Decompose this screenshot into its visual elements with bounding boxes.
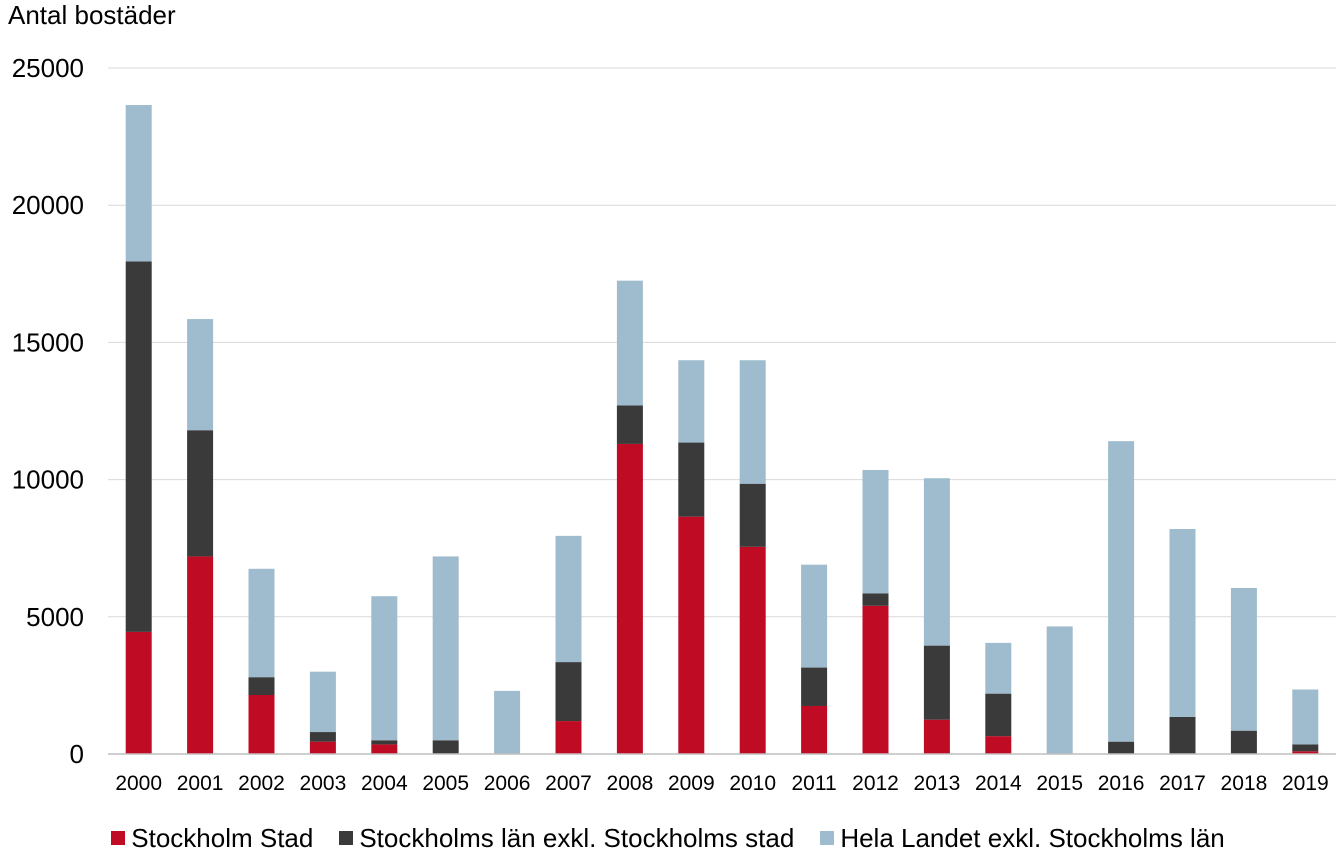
x-tick-label-2003: 2003 — [300, 772, 347, 795]
bar-2016-series-2 — [1108, 441, 1135, 742]
bar-2007-series-1 — [555, 662, 582, 722]
bar-2005-series-1 — [432, 740, 459, 754]
bar-2013-series-1 — [923, 645, 950, 720]
bar-2012-series-2 — [862, 469, 889, 594]
bar-2004-series-1 — [371, 740, 398, 745]
bar-2015-series-2 — [1046, 626, 1073, 754]
x-tick-label-2012: 2012 — [852, 772, 899, 795]
bar-2019-series-1 — [1292, 744, 1319, 752]
legend-item-hela-landet: Hela Landet exkl. Stockholms län — [820, 822, 1225, 854]
x-tick-label-2002: 2002 — [238, 772, 285, 795]
y-tick-label-20000: 20000 — [12, 190, 84, 220]
x-tick-label-2016: 2016 — [1098, 772, 1145, 795]
bar-2001-series-1 — [187, 430, 214, 557]
y-tick-label-5000: 5000 — [26, 602, 84, 632]
x-tick-label-2009: 2009 — [668, 772, 715, 795]
bar-2010-series-0 — [739, 546, 766, 754]
bar-2003-series-2 — [309, 671, 336, 733]
bar-2018-series-1 — [1230, 730, 1257, 754]
legend-label-stockholm-stad: Stockholm Stad — [131, 822, 314, 853]
bar-2009-series-2 — [678, 360, 705, 443]
x-tick-label-2011: 2011 — [792, 772, 837, 795]
legend-swatch-stockholm-stad — [111, 831, 126, 845]
bar-2009-series-1 — [678, 442, 705, 517]
bar-2008-series-0 — [616, 443, 643, 754]
bar-2019-series-0 — [1292, 751, 1319, 754]
bar-2007-series-2 — [555, 535, 582, 663]
bar-2002-series-1 — [248, 677, 275, 696]
bar-2017-series-1 — [1169, 716, 1196, 754]
x-tick-label-2004: 2004 — [361, 772, 408, 795]
x-tick-label-2008: 2008 — [607, 772, 654, 795]
bar-2001-series-2 — [187, 319, 214, 431]
bar-2011-series-1 — [801, 667, 828, 706]
bar-2000-series-2 — [125, 105, 152, 262]
bar-2014-series-2 — [985, 642, 1012, 694]
bar-2008-series-2 — [616, 280, 643, 406]
legend-label-stockholms-lan: Stockholms län exkl. Stockholms stad — [359, 822, 795, 853]
bar-2004-series-0 — [371, 744, 398, 754]
bar-2016-series-1 — [1108, 741, 1135, 754]
x-tick-label-2001: 2001 — [177, 772, 224, 795]
bar-2002-series-2 — [248, 568, 275, 678]
bar-2012-series-0 — [862, 605, 889, 754]
y-tick-label-15000: 15000 — [12, 327, 84, 357]
x-tick-label-2017: 2017 — [1159, 772, 1206, 795]
legend-item-stockholms-lan: Stockholms län exkl. Stockholms stad — [339, 823, 794, 854]
x-tick-label-2000: 2000 — [115, 772, 162, 795]
bar-2011-series-0 — [801, 705, 828, 754]
bar-2006-series-2 — [494, 690, 521, 754]
x-tick-label-2007: 2007 — [545, 772, 592, 795]
x-tick-label-2018: 2018 — [1221, 772, 1268, 795]
bar-2014-series-1 — [985, 693, 1012, 737]
bar-2013-series-2 — [923, 478, 950, 646]
legend-label-hela-landet: Hela Landet exkl. Stockholms län — [840, 822, 1225, 853]
legend-swatch-stockholms-lan — [339, 831, 354, 845]
bar-2010-series-2 — [739, 360, 766, 484]
legend-swatch-hela-landet — [820, 831, 835, 845]
bar-2001-series-0 — [187, 556, 214, 754]
bar-2018-series-2 — [1230, 587, 1257, 731]
y-tick-label-10000: 10000 — [12, 465, 84, 495]
bar-2003-series-1 — [309, 732, 336, 742]
bar-2012-series-1 — [862, 593, 889, 606]
bar-2008-series-1 — [616, 405, 643, 444]
y-tick-label-25000: 25000 — [12, 53, 84, 83]
bar-2004-series-2 — [371, 596, 398, 741]
legend: Stockholm Stad Stockholms län exkl. Stoc… — [0, 822, 1336, 854]
bar-2003-series-0 — [309, 741, 336, 754]
bar-2002-series-0 — [248, 695, 275, 754]
x-tick-label-2015: 2015 — [1036, 772, 1083, 795]
x-tick-label-2005: 2005 — [422, 772, 469, 795]
x-tick-label-2019: 2019 — [1282, 772, 1329, 795]
bar-2007-series-0 — [555, 721, 582, 754]
bar-2009-series-0 — [678, 516, 705, 754]
bar-2017-series-2 — [1169, 528, 1196, 717]
bar-2013-series-0 — [923, 719, 950, 754]
bar-2019-series-2 — [1292, 689, 1319, 745]
bar-2000-series-1 — [125, 261, 152, 632]
legend-item-stockholm-stad: Stockholm Stad — [111, 823, 313, 854]
bar-2014-series-0 — [985, 736, 1012, 754]
x-tick-label-2006: 2006 — [484, 772, 531, 795]
x-tick-label-2013: 2013 — [914, 772, 961, 795]
x-tick-label-2014: 2014 — [975, 772, 1022, 795]
bar-2000-series-0 — [125, 631, 152, 754]
bar-2005-series-2 — [432, 556, 459, 741]
bar-2010-series-1 — [739, 483, 766, 547]
y-axis-title: Antal bostäder — [8, 0, 176, 30]
y-tick-label-0: 0 — [70, 739, 84, 769]
bar-2011-series-2 — [801, 564, 828, 668]
x-tick-label-2010: 2010 — [729, 772, 776, 795]
